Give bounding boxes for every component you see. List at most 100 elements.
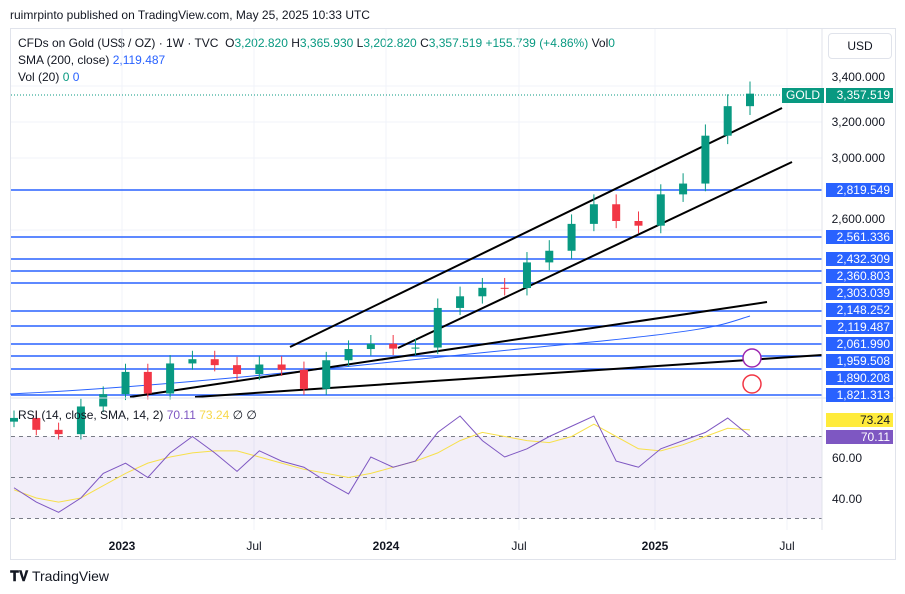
candle-body [522,262,531,289]
vol-value: 0 [608,36,615,50]
candle-body [500,287,509,289]
vol20-b: 0 [72,70,80,84]
rsi-line [13,415,751,513]
candle-body [545,250,554,263]
candle-body [634,221,643,226]
level-price-label: 2,119.487 [826,320,893,334]
candle-body [210,359,219,366]
candle-body [76,406,85,435]
candle-body [166,363,175,394]
close-value: 3,357.519 [428,36,483,50]
candle-body [233,365,242,375]
time-axis-2025: 2025 [641,539,669,553]
candle-body [478,287,487,297]
level-price-label: 2,061.990 [826,337,893,351]
level-price-label: 2,360.803 [826,269,893,283]
level-price-label: 1,959.508 [826,354,893,368]
brand-name: TradingView [31,568,109,584]
vol20-a: 0 [62,70,70,84]
candle-body [411,347,420,349]
low-value: 3,202.820 [363,36,417,50]
level-price-label: 1,821.313 [826,388,893,402]
chart-frame [10,28,896,560]
price-axis-label: 3,400.000 [831,70,885,84]
candle-body [277,364,286,370]
rsi-axis-60: 60.00 [831,451,862,465]
level-price-label: 1,890.208 [826,371,893,385]
vol-label: Vol [591,36,609,50]
candle-body [723,106,732,136]
rsi-sma-value: 73.24 [199,408,230,422]
candle-body [366,343,375,350]
candle-body [299,369,308,389]
candle-body [344,349,353,361]
rsi-value: 70.11 [166,408,196,422]
trend-line [289,107,783,348]
sma-legend[interactable]: SMA (200, close) 2,119.487 [18,53,165,67]
candle-body [656,194,665,226]
candle-body [99,394,108,407]
level-price-label: 2,561.336 [826,230,893,244]
vol-legend[interactable]: Vol (20) 0 0 [18,70,79,84]
rsi-sma-label: 73.24 [826,413,893,427]
last-price-label: 3,357.519 [826,88,893,103]
level-price-label: 2,148.252 [826,303,893,317]
candle-body [389,343,398,349]
symbol-legend: CFDs on Gold (US$ / OZ) · 1W · TVC O 3,20… [18,36,615,50]
candle-body [10,417,18,422]
trend-line [194,354,823,398]
trend-line [397,161,793,349]
price-axis-label: 3,200.000 [831,115,885,129]
sma-200-line [9,315,751,395]
rsi-label: RSI (14, close, SMA, 14, 2) [18,408,164,422]
candle-body [54,429,63,435]
price-axis-label: 3,000.000 [831,151,885,165]
symbol-title: CFDs on Gold (US$ / OZ) · 1W · TVC [18,36,219,50]
time-axis-jul-2024: Jul [511,539,527,553]
rsi-axis-40: 40.00 [831,492,862,506]
candle-body [679,183,688,195]
time-axis-jul-2025: Jul [779,539,795,553]
candle-body [746,93,754,107]
candle-body [612,204,621,221]
price-axis-label: 2,600.000 [831,212,885,226]
rsi-sma-line [13,423,751,503]
rsi-value-label: 70.11 [826,430,893,444]
candle-body [121,371,130,395]
time-axis-2023: 2023 [108,539,136,553]
level-price-label: 2,819.549 [826,183,893,197]
time-axis-2024: 2024 [372,539,400,553]
rsi-na-1: ∅ [232,408,244,422]
level-price-label: 2,432.309 [826,252,893,266]
rsi-na-2: ∅ [246,408,257,422]
low-label: L [356,36,364,50]
candle-body [589,204,598,224]
time-axis-jul-2023: Jul [246,539,262,553]
tradingview-logo-icon: 𝐓𝐕 [10,568,29,584]
open-label: O [225,36,235,50]
candle-body [188,359,197,364]
publisher-line: ruimrpinto published on TradingView.com,… [10,8,370,22]
candle-body [143,371,152,394]
candle-body [322,360,331,389]
symbol-tag: GOLD [782,88,825,103]
candle-body [567,223,576,251]
sma-label: SMA (200, close) [18,53,110,67]
vol20-label: Vol (20) [18,70,60,84]
high-value: 3,365.930 [299,36,354,50]
candle-body [255,364,264,375]
candle-body [32,417,41,430]
tradingview-brand[interactable]: 𝐓𝐕 TradingView [10,568,109,585]
high-label: H [291,36,300,50]
trend-line [129,301,768,398]
lightning-event-icon [742,348,762,368]
close-label: C [420,36,429,50]
currency-button[interactable]: USD [828,33,892,59]
candle-body [701,135,710,184]
candle-body [433,307,442,348]
level-price-label: 2,303.039 [826,286,893,300]
rsi-legend[interactable]: RSI (14, close, SMA, 14, 2) 70.11 73.24 … [18,408,257,422]
candle-body [456,296,465,308]
